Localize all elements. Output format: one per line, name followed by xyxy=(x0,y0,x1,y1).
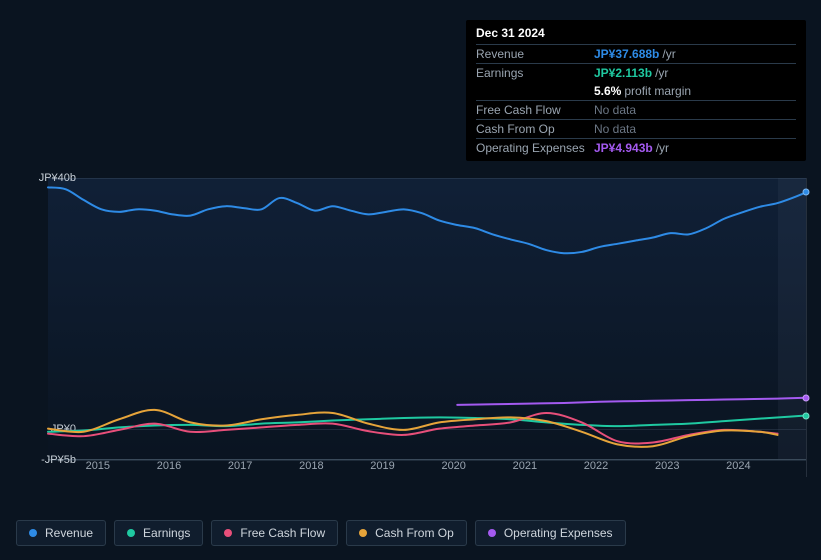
series-cfo xyxy=(48,410,778,447)
tooltip-row: Cash From OpNo data xyxy=(476,119,796,138)
legend-item-opex[interactable]: Operating Expenses xyxy=(475,520,626,546)
x-tick-label: 2020 xyxy=(441,460,465,472)
legend-label: Free Cash Flow xyxy=(240,526,325,540)
legend-dot-icon xyxy=(29,529,37,537)
tooltip-value: JP¥4.943b xyxy=(594,141,653,155)
tooltip-nodata: No data xyxy=(594,103,636,117)
x-tick-label: 2017 xyxy=(228,460,252,472)
tooltip-label: Cash From Op xyxy=(476,122,594,136)
legend-item-earnings[interactable]: Earnings xyxy=(114,520,203,546)
legend-dot-icon xyxy=(488,529,496,537)
series-end-dot-earnings xyxy=(803,412,810,419)
tooltip-label: Operating Expenses xyxy=(476,141,594,155)
tooltip-value: JP¥2.113b xyxy=(594,66,652,80)
x-tick-label: 2019 xyxy=(370,460,394,472)
legend-label: Revenue xyxy=(45,526,93,540)
chart-legend: Revenue Earnings Free Cash Flow Cash From O… xyxy=(16,520,626,546)
legend-item-cfo[interactable]: Cash From Op xyxy=(346,520,467,546)
tooltip-row: RevenueJP¥37.688b/yr xyxy=(476,44,796,63)
x-tick-label: 2021 xyxy=(513,460,537,472)
tooltip-rows: RevenueJP¥37.688b/yrEarningsJP¥2.113b/yr… xyxy=(476,44,796,157)
series-end-dot-revenue xyxy=(803,189,810,196)
tooltip-label: Earnings xyxy=(476,66,594,80)
legend-dot-icon xyxy=(127,529,135,537)
legend-item-fcf[interactable]: Free Cash Flow xyxy=(211,520,338,546)
tooltip-value: JP¥37.688b xyxy=(594,47,659,61)
hover-marker-line xyxy=(806,178,807,477)
legend-dot-icon xyxy=(359,529,367,537)
x-tick-label: 2015 xyxy=(86,460,110,472)
x-tick-label: 2016 xyxy=(157,460,181,472)
tooltip-value: 5.6% xyxy=(594,84,621,98)
tooltip-suffix: /yr xyxy=(655,66,668,80)
series-revenue xyxy=(48,187,806,253)
series-svg xyxy=(48,178,806,460)
tooltip-title: Dec 31 2024 xyxy=(476,26,796,44)
legend-label: Earnings xyxy=(143,526,190,540)
tooltip-suffix: /yr xyxy=(656,141,669,155)
tooltip-row: 5.6%profit margin xyxy=(476,82,796,100)
tooltip-card: Dec 31 2024 RevenueJP¥37.688b/yrEarnings… xyxy=(466,20,806,161)
legend-dot-icon xyxy=(224,529,232,537)
tooltip-label xyxy=(476,84,594,98)
x-tick-label: 2018 xyxy=(299,460,323,472)
series-opex xyxy=(457,398,806,405)
tooltip-suffix: /yr xyxy=(662,47,675,61)
legend-label: Operating Expenses xyxy=(504,526,613,540)
financial-chart: JP¥40bJP¥0-JP¥5b 2015 2016 2017 2018 2019 202… xyxy=(16,160,806,480)
legend-item-revenue[interactable]: Revenue xyxy=(16,520,106,546)
tooltip-suffix: profit margin xyxy=(624,84,691,98)
tooltip-row: Free Cash FlowNo data xyxy=(476,100,796,119)
tooltip-row: EarningsJP¥2.113b/yr xyxy=(476,63,796,82)
tooltip-nodata: No data xyxy=(594,122,636,136)
x-tick-label: 2022 xyxy=(584,460,608,472)
legend-label: Cash From Op xyxy=(375,526,454,540)
x-tick-label: 2024 xyxy=(726,460,750,472)
tooltip-label: Free Cash Flow xyxy=(476,103,594,117)
tooltip-row: Operating ExpensesJP¥4.943b/yr xyxy=(476,138,796,157)
x-tick-label: 2023 xyxy=(655,460,679,472)
tooltip-label: Revenue xyxy=(476,47,594,61)
series-end-dot-opex xyxy=(803,394,810,401)
plot-area[interactable]: JP¥40bJP¥0-JP¥5b xyxy=(48,178,806,460)
